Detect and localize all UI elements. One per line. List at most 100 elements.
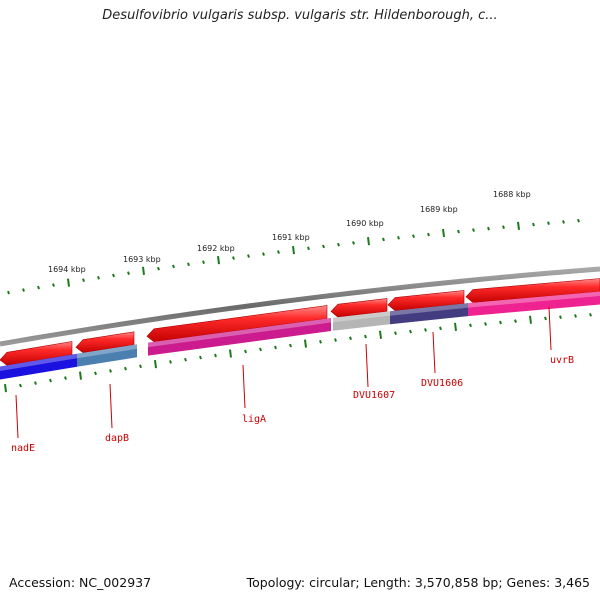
genome-backbone bbox=[0, 266, 600, 347]
ruler-tick bbox=[112, 273, 115, 278]
ruler-tick bbox=[259, 347, 262, 352]
ruler-tick bbox=[289, 343, 292, 348]
gene-bar-highlight bbox=[77, 344, 137, 359]
ruler-tick bbox=[412, 234, 415, 239]
ruler-tick bbox=[154, 359, 157, 369]
ruler-tick bbox=[484, 322, 487, 326]
gene-label-uvrb: uvrB bbox=[550, 355, 574, 366]
gene-label-liga: ligA bbox=[242, 414, 266, 425]
ruler-tick bbox=[394, 331, 397, 335]
gene-bar-liga bbox=[148, 318, 331, 356]
gene-bar-highlight bbox=[0, 353, 77, 371]
ruler-tick bbox=[499, 320, 502, 325]
gene-arrow bbox=[146, 305, 328, 343]
ruler-tick bbox=[64, 376, 67, 380]
ruler-tick bbox=[337, 242, 340, 247]
ruler-tick bbox=[202, 260, 205, 264]
gene-label-dvu1606: DVU1606 bbox=[421, 378, 463, 389]
ruler-tick bbox=[247, 254, 250, 258]
ruler-tick bbox=[502, 225, 505, 230]
ruler-tick bbox=[22, 288, 25, 292]
ruler-tick bbox=[562, 220, 565, 224]
leader-line bbox=[109, 383, 113, 429]
gene-label-nade: nadE bbox=[11, 443, 35, 454]
gene-arrow bbox=[75, 331, 135, 354]
kbp-label: 1690 kbp bbox=[346, 219, 384, 228]
leader-line bbox=[365, 343, 369, 388]
ruler-tick bbox=[529, 315, 532, 324]
ruler-tick bbox=[67, 278, 70, 287]
gene-bar-dvu1606 bbox=[390, 303, 468, 325]
ruler-tick bbox=[379, 330, 382, 339]
leader-line bbox=[15, 394, 19, 439]
gene-bar-uvrb bbox=[468, 291, 600, 317]
gene-label-dapb: dapB bbox=[105, 433, 129, 444]
leader-line bbox=[242, 364, 246, 409]
kbp-ruler-labels: 1694 kbp 1693 kbp 1692 kbp 1691 kbp 1690 kbp… bbox=[48, 190, 531, 274]
ruler-tick bbox=[442, 228, 445, 238]
ruler-tick bbox=[307, 246, 310, 251]
ruler-tick bbox=[364, 334, 367, 339]
ruler-tick bbox=[559, 315, 562, 320]
gene-labels: nadE dapB ligA DVU1607 DVU1606 uvrB bbox=[11, 306, 574, 454]
ruler-tick bbox=[52, 283, 55, 287]
ruler-tick bbox=[49, 378, 52, 383]
ruler-tick bbox=[109, 369, 112, 373]
gene-arrow bbox=[465, 278, 600, 303]
ruler-tick bbox=[382, 237, 385, 242]
kbp-label: 1691 kbp bbox=[272, 233, 310, 242]
ruler-tick bbox=[487, 226, 490, 231]
ruler-tick bbox=[367, 237, 370, 246]
outer-ruler-ticks bbox=[7, 218, 580, 295]
ruler-tick bbox=[547, 221, 550, 226]
inner-ruler-ticks bbox=[4, 312, 592, 393]
gene-arrow bbox=[330, 298, 388, 318]
ruler-tick bbox=[262, 252, 265, 256]
ruler-tick bbox=[199, 355, 202, 360]
ruler-tick bbox=[424, 328, 427, 332]
ruler-tick bbox=[127, 271, 130, 275]
ruler-tick bbox=[397, 236, 400, 240]
gene-bar-highlight bbox=[468, 291, 600, 308]
ruler-tick bbox=[4, 384, 7, 393]
ruler-tick bbox=[319, 340, 322, 344]
gene-arrow bbox=[387, 290, 465, 311]
kbp-label: 1692 kbp bbox=[197, 244, 235, 253]
ruler-tick bbox=[574, 314, 577, 318]
ruler-tick bbox=[34, 381, 37, 385]
gene-bar-dapb bbox=[77, 344, 137, 367]
kbp-label: 1693 kbp bbox=[123, 255, 161, 264]
map-title: Desulfovibrio vulgaris subsp. vulgaris s… bbox=[102, 8, 498, 23]
ruler-tick bbox=[409, 329, 412, 334]
gene-arrow bbox=[0, 341, 73, 366]
ruler-tick bbox=[439, 326, 442, 331]
ruler-tick bbox=[214, 353, 217, 358]
gene-bar-nade bbox=[0, 353, 77, 380]
ruler-tick bbox=[427, 232, 430, 237]
ruler-tick bbox=[244, 349, 247, 354]
leader-line bbox=[432, 331, 436, 374]
kbp-label: 1689 kbp bbox=[420, 205, 458, 214]
ruler-tick bbox=[304, 339, 307, 348]
ruler-tick bbox=[94, 371, 97, 376]
ruler-tick bbox=[124, 366, 127, 371]
ruler-tick bbox=[277, 250, 280, 254]
ruler-tick bbox=[187, 262, 190, 267]
ruler-tick bbox=[82, 278, 85, 283]
ruler-tick bbox=[517, 221, 520, 230]
ruler-tick bbox=[7, 290, 10, 295]
ruler-tick bbox=[589, 312, 592, 317]
ruler-tick bbox=[139, 364, 142, 369]
reverse-strand-genes bbox=[0, 291, 600, 380]
ruler-tick bbox=[79, 371, 82, 380]
ruler-tick bbox=[142, 266, 145, 276]
gene-bar-highlight bbox=[148, 318, 331, 348]
ruler-tick bbox=[349, 336, 352, 341]
kbp-label: 1694 kbp bbox=[48, 265, 86, 274]
ruler-tick bbox=[169, 360, 172, 364]
ruler-tick bbox=[514, 319, 517, 323]
ruler-tick bbox=[472, 228, 475, 232]
backbone-line bbox=[0, 266, 600, 347]
ruler-tick bbox=[184, 357, 187, 362]
gene-bar-highlight bbox=[390, 303, 468, 316]
